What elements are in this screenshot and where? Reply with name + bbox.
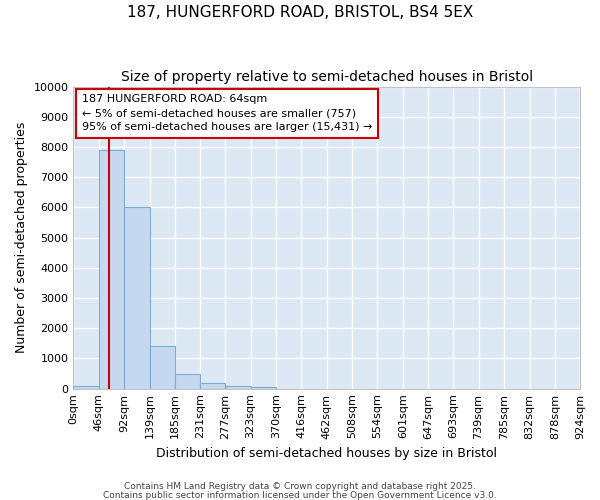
Bar <box>175 374 200 388</box>
Bar <box>200 382 225 388</box>
Bar <box>225 386 251 388</box>
X-axis label: Distribution of semi-detached houses by size in Bristol: Distribution of semi-detached houses by … <box>156 447 497 460</box>
Y-axis label: Number of semi-detached properties: Number of semi-detached properties <box>15 122 28 354</box>
Bar <box>149 346 175 389</box>
Text: 187 HUNGERFORD ROAD: 64sqm
← 5% of semi-detached houses are smaller (757)
95% of: 187 HUNGERFORD ROAD: 64sqm ← 5% of semi-… <box>82 94 372 132</box>
Bar <box>124 208 149 388</box>
Bar <box>73 386 98 388</box>
Bar <box>98 150 124 388</box>
Bar <box>251 387 276 388</box>
Title: Size of property relative to semi-detached houses in Bristol: Size of property relative to semi-detach… <box>121 70 533 84</box>
Text: Contains HM Land Registry data © Crown copyright and database right 2025.: Contains HM Land Registry data © Crown c… <box>124 482 476 491</box>
Text: 187, HUNGERFORD ROAD, BRISTOL, BS4 5EX: 187, HUNGERFORD ROAD, BRISTOL, BS4 5EX <box>127 5 473 20</box>
Text: Contains public sector information licensed under the Open Government Licence v3: Contains public sector information licen… <box>103 490 497 500</box>
